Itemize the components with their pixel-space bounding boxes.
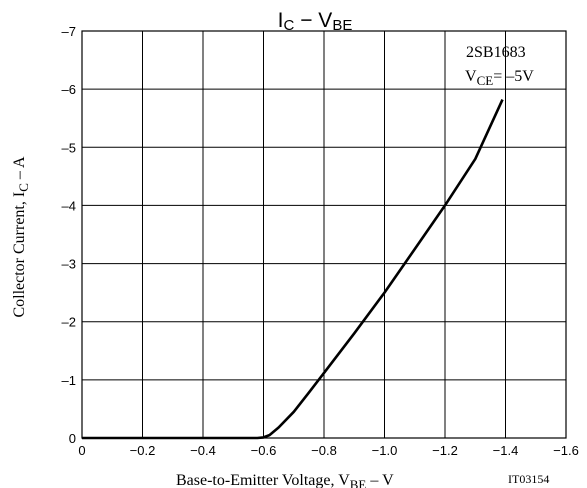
- ylabel-sub: C: [16, 183, 31, 192]
- y-tick-label: –4: [62, 198, 76, 213]
- x-axis-label: Base-to-Emitter Voltage, VBE – V: [176, 472, 394, 488]
- series-group: [82, 99, 504, 440]
- title-dash: − V: [294, 9, 332, 32]
- condition-sub: CE: [477, 73, 494, 88]
- y-tick-label: 0: [69, 431, 76, 446]
- title-sub-be: BE: [332, 17, 352, 34]
- condition-main: V: [465, 68, 477, 85]
- xlabel-main: Base-to-Emitter Voltage, V: [176, 472, 350, 488]
- x-tick-label: −1.2: [432, 443, 458, 458]
- y-tick-label: –7: [62, 24, 76, 39]
- y-tick-label: –3: [62, 257, 76, 272]
- x-tick-label: −0.4: [190, 443, 216, 458]
- y-axis-label: Collector Current, IC – A: [11, 156, 31, 318]
- y-tick-label: –2: [62, 315, 76, 330]
- xlabel-unit: – V: [366, 472, 394, 488]
- y-tick-label: –5: [62, 140, 76, 155]
- condition-label: VCE= –5V: [465, 68, 534, 88]
- x-tick-label: −0.8: [311, 443, 337, 458]
- x-tick-labels: 0 −0.2 −0.4 −0.6 −0.8 −1.0 −1.2 −1.4 −1.6: [78, 443, 578, 458]
- x-tick-label: 0: [78, 443, 85, 458]
- series-line: [82, 99, 504, 440]
- ylabel-main: Collector Current, I: [11, 192, 28, 318]
- grid: [82, 31, 566, 438]
- title-main: I: [278, 9, 284, 32]
- ylabel-unit: – A: [11, 156, 28, 183]
- x-tick-label: −0.6: [251, 443, 277, 458]
- title-sub-c: C: [284, 17, 295, 34]
- x-tick-label: −1.0: [372, 443, 398, 458]
- condition-value: = –5V: [493, 68, 534, 85]
- device-label: 2SB1683: [466, 44, 526, 61]
- y-tick-labels: 0 –1 –2 –3 –4 –5 –6 –7: [62, 24, 76, 446]
- xlabel-sub: BE: [350, 477, 367, 488]
- y-tick-label: –6: [62, 82, 76, 97]
- plot-frame: [81, 30, 567, 439]
- x-tick-label: −1.4: [493, 443, 519, 458]
- x-tick-label: −1.6: [553, 443, 579, 458]
- chart-title: IC − VBE: [278, 9, 353, 34]
- y-tick-label: –1: [62, 373, 76, 388]
- x-tick-label: −0.2: [130, 443, 156, 458]
- figure-code: IT03154: [508, 472, 549, 486]
